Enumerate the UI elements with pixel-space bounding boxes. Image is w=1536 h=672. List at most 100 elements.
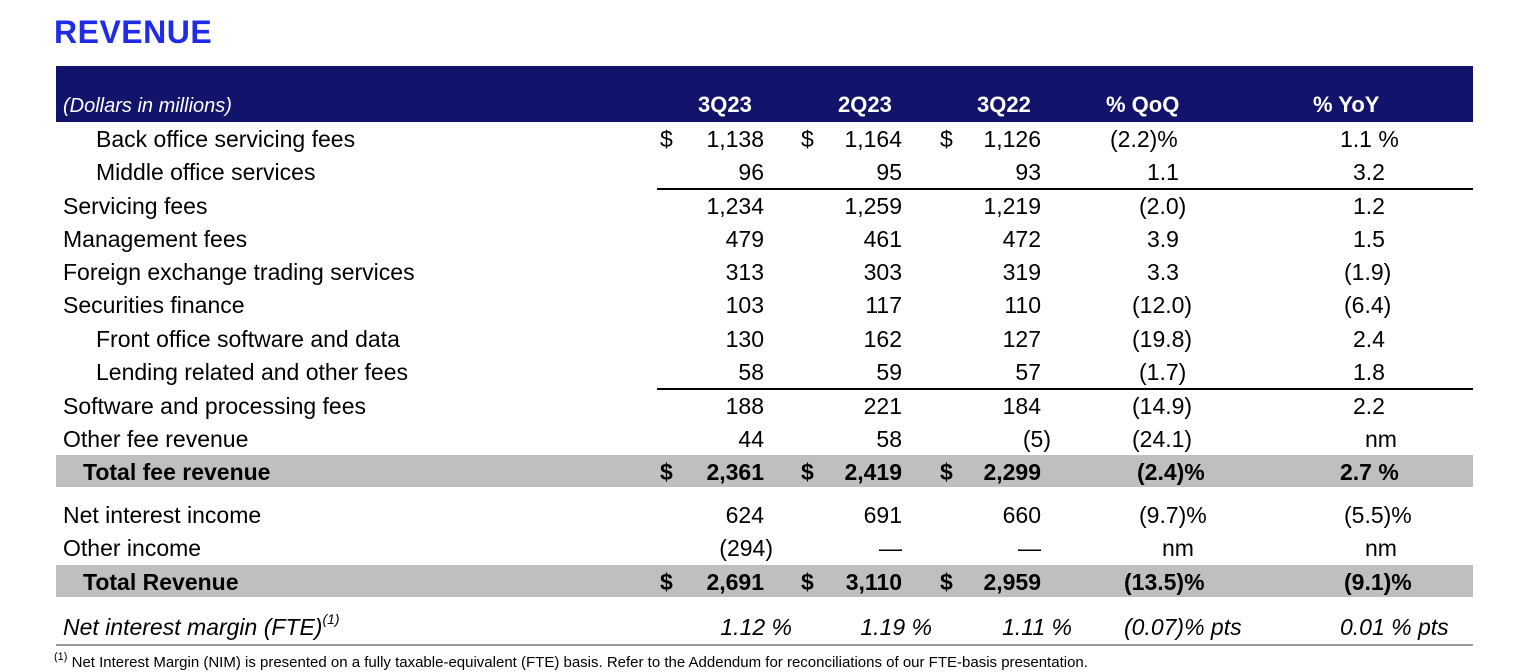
value-2q23: 162 (863, 326, 902, 352)
value-2q23: 59 (876, 359, 902, 385)
value-yoy: 1.2 (1353, 193, 1385, 219)
value-3q23: 58 (738, 359, 764, 385)
table-row: Net interest income 624 691 660 (9.7)% (… (56, 498, 1473, 531)
table-header: (Dollars in millions) 3Q23 2Q23 3Q22 % Q… (56, 66, 1473, 122)
col-header-qoq: % QoQ (1106, 92, 1180, 117)
value-3q22: 1,126 (983, 126, 1041, 152)
value-qoq: (14.9) (1132, 393, 1193, 419)
value-yoy: 0.01 % pts (1340, 614, 1449, 640)
value-2q23: 1,259 (844, 193, 902, 219)
value-yoy: (9.1)% (1344, 569, 1412, 595)
value-3q23: 130 (725, 326, 764, 352)
value-3q22: 184 (1002, 393, 1041, 419)
subtotal-rule (657, 188, 1473, 190)
row-label: Net interest margin (FTE)(1) (63, 611, 340, 640)
dollar-sign: $ (801, 126, 814, 152)
dollar-sign: $ (940, 569, 953, 595)
table-row: Management fees 479 461 472 3.9 1.5 (56, 222, 1473, 255)
dollar-sign: $ (660, 569, 673, 595)
value-qoq: 3.9 (1147, 226, 1179, 252)
value-3q23: 479 (725, 226, 764, 252)
value-3q22: 93 (1015, 159, 1041, 185)
value-2q23: 691 (863, 502, 902, 528)
dollar-sign: $ (801, 569, 814, 595)
row-label: Back office servicing fees (96, 126, 356, 152)
row-label: Other income (63, 535, 202, 561)
row-label: Total Revenue (83, 569, 239, 595)
row-label: Software and processing fees (63, 393, 367, 419)
value-3q22: 110 (1004, 292, 1041, 318)
value-3q22: 1.11 % (1002, 614, 1072, 640)
value-qoq: nm (1162, 535, 1194, 561)
value-yoy: (5.5)% (1344, 502, 1412, 528)
value-3q22: 472 (1002, 226, 1041, 252)
value-3q23: 2,691 (706, 569, 764, 595)
value-2q23: 221 (863, 393, 902, 419)
col-header-3q23: 3Q23 (698, 92, 752, 117)
value-3q23: 1.12 % (720, 614, 792, 640)
value-yoy: 1.1 % (1340, 126, 1399, 152)
value-3q23: 96 (738, 159, 764, 185)
value-yoy: 2.7 % (1340, 459, 1399, 485)
footnote-marker: (1) (54, 651, 68, 663)
footnote: (1) Net Interest Margin (NIM) is present… (54, 651, 1088, 671)
value-qoq: (12.0) (1132, 292, 1193, 318)
value-qoq: (0.07)% pts (1124, 614, 1242, 640)
dollar-sign: $ (940, 126, 953, 152)
value-3q22: 319 (1002, 259, 1041, 285)
table-row: Securities finance 103 117 110 (12.0) (6… (56, 288, 1473, 321)
value-qoq: 3.3 (1147, 259, 1179, 285)
value-3q23: 624 (725, 502, 764, 528)
value-3q22: 1,219 (983, 193, 1041, 219)
value-yoy: 1.8 (1353, 359, 1385, 385)
value-3q23: (294) (719, 535, 773, 561)
row-label: Foreign exchange trading services (63, 259, 415, 285)
dollar-sign: $ (660, 459, 673, 485)
table-row: Software and processing fees 188 221 184… (56, 389, 1473, 422)
row-label: Front office software and data (96, 326, 400, 352)
value-3q22: 2,299 (983, 459, 1041, 485)
col-header-2q23: 2Q23 (838, 92, 892, 117)
unit-label: (Dollars in millions) (63, 95, 232, 117)
value-3q23: 2,361 (706, 459, 764, 485)
table-row: Middle office services 96 95 93 1.1 3.2 (56, 155, 1473, 188)
value-3q22: 127 (1002, 326, 1041, 352)
footnote-marker: (1) (322, 611, 340, 627)
value-3q22: 2,959 (983, 569, 1041, 595)
value-qoq: (2.0) (1139, 193, 1187, 219)
value-3q23: 1,138 (706, 126, 764, 152)
row-label: Middle office services (96, 159, 316, 185)
value-2q23: 303 (863, 259, 902, 285)
value-3q22: — (1018, 535, 1041, 561)
table-row: Foreign exchange trading services 313 30… (56, 255, 1473, 288)
total-row: Total fee revenue $ 2,361 $ 2,419 $ 2,29… (56, 455, 1473, 487)
value-yoy: nm (1365, 535, 1397, 561)
total-row: Total Revenue $ 2,691 $ 3,110 $ 2,959 (1… (56, 565, 1473, 597)
value-2q23: 58 (876, 426, 902, 452)
value-yoy: 3.2 (1353, 159, 1385, 185)
value-qoq: (2.4)% (1137, 459, 1205, 485)
value-3q23: 188 (725, 393, 764, 419)
subtotal-rule (657, 388, 1473, 390)
table-row: Front office software and data 130 162 1… (56, 322, 1473, 355)
page-title: REVENUE (54, 14, 213, 50)
table-row: Other fee revenue 44 58 (5) (24.1) nm (56, 422, 1473, 455)
row-label: Other fee revenue (63, 426, 249, 452)
value-2q23: — (879, 535, 902, 561)
dollar-sign: $ (801, 459, 814, 485)
value-2q23: 3,110 (845, 569, 902, 595)
value-qoq: (1.7) (1139, 359, 1187, 385)
value-3q23: 44 (738, 426, 764, 452)
value-qoq: 1.1 (1147, 159, 1179, 185)
value-2q23: 117 (865, 292, 902, 318)
value-3q22: (5) (1022, 426, 1051, 452)
table-row: Servicing fees 1,234 1,259 1,219 (2.0) 1… (56, 189, 1473, 222)
col-header-3q22: 3Q22 (977, 92, 1031, 117)
row-label: Lending related and other fees (96, 359, 409, 385)
table-bottom-rule (56, 644, 1473, 646)
value-yoy: (1.9) (1344, 259, 1392, 285)
value-2q23: 95 (876, 159, 902, 185)
row-label: Servicing fees (63, 193, 208, 219)
value-yoy: 2.4 (1353, 326, 1385, 352)
value-qoq: (2.2)% (1110, 126, 1178, 152)
